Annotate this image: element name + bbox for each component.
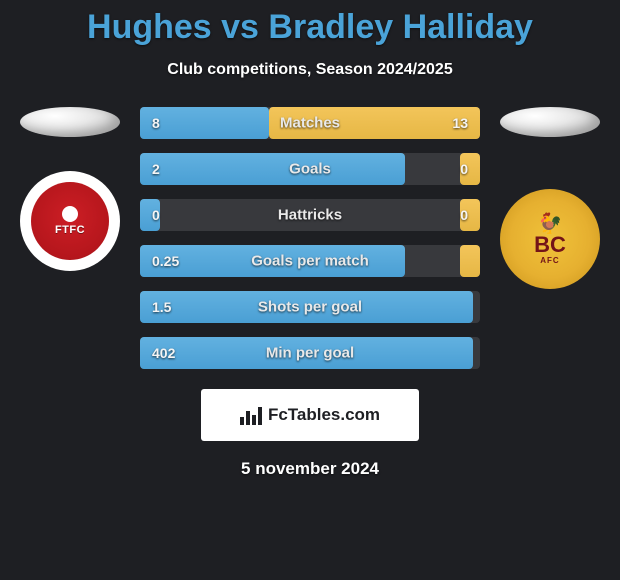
stat-row: 0.25 Goals per match [140,245,480,277]
stat-bars: 8 13 Matches 2 0 Goals 0 0 Hattricks 0.25 Goals pe… [140,107,480,369]
left-value: 0 [152,207,160,223]
player-silhouette-right [500,107,600,137]
right-value: 0 [460,161,468,177]
left-team-badge: FTFC [20,171,120,271]
branding-text: FcTables.com [268,405,380,425]
left-bar-fill [140,153,405,185]
left-side: FTFC [10,107,130,271]
left-value: 402 [152,345,175,361]
stat-row: 8 13 Matches [140,107,480,139]
stat-label: Matches [280,115,340,132]
right-side: 🐓 BC AFC [490,107,610,289]
rooster-icon: 🐓 [538,214,563,234]
date-text: 5 november 2024 [0,459,620,479]
left-value: 8 [152,115,160,131]
stat-label: Hattricks [278,207,342,224]
stat-row: 1.5 Shots per goal [140,291,480,323]
right-badge-monogram: BC [534,234,566,256]
stat-row: 0 0 Hattricks [140,199,480,231]
stat-label: Goals per match [251,253,369,270]
left-badge-monogram: FTFC [55,224,85,236]
branding-logo-icon [240,405,262,425]
page-title: Hughes vs Bradley Halliday [0,0,620,47]
player-silhouette-left [20,107,120,137]
subtitle: Club competitions, Season 2024/2025 [0,61,620,79]
comparison-main: FTFC 8 13 Matches 2 0 Goals 0 0 Hattricks 0.25 Goa… [0,107,620,369]
branding-box: FcTables.com [201,389,419,441]
stat-row: 2 0 Goals [140,153,480,185]
right-team-badge: 🐓 BC AFC [500,189,600,289]
left-value: 0.25 [152,253,179,269]
right-value: 13 [452,115,468,131]
badge-ball-icon [62,206,78,222]
stat-label: Min per goal [266,345,354,362]
right-badge-submonogram: AFC [540,256,559,265]
stat-label: Shots per goal [258,299,362,316]
left-value: 1.5 [152,299,171,315]
stat-label: Goals [289,161,331,178]
right-value: 0 [460,207,468,223]
right-bar-fill [460,245,480,277]
left-value: 2 [152,161,160,177]
stat-row: 402 Min per goal [140,337,480,369]
